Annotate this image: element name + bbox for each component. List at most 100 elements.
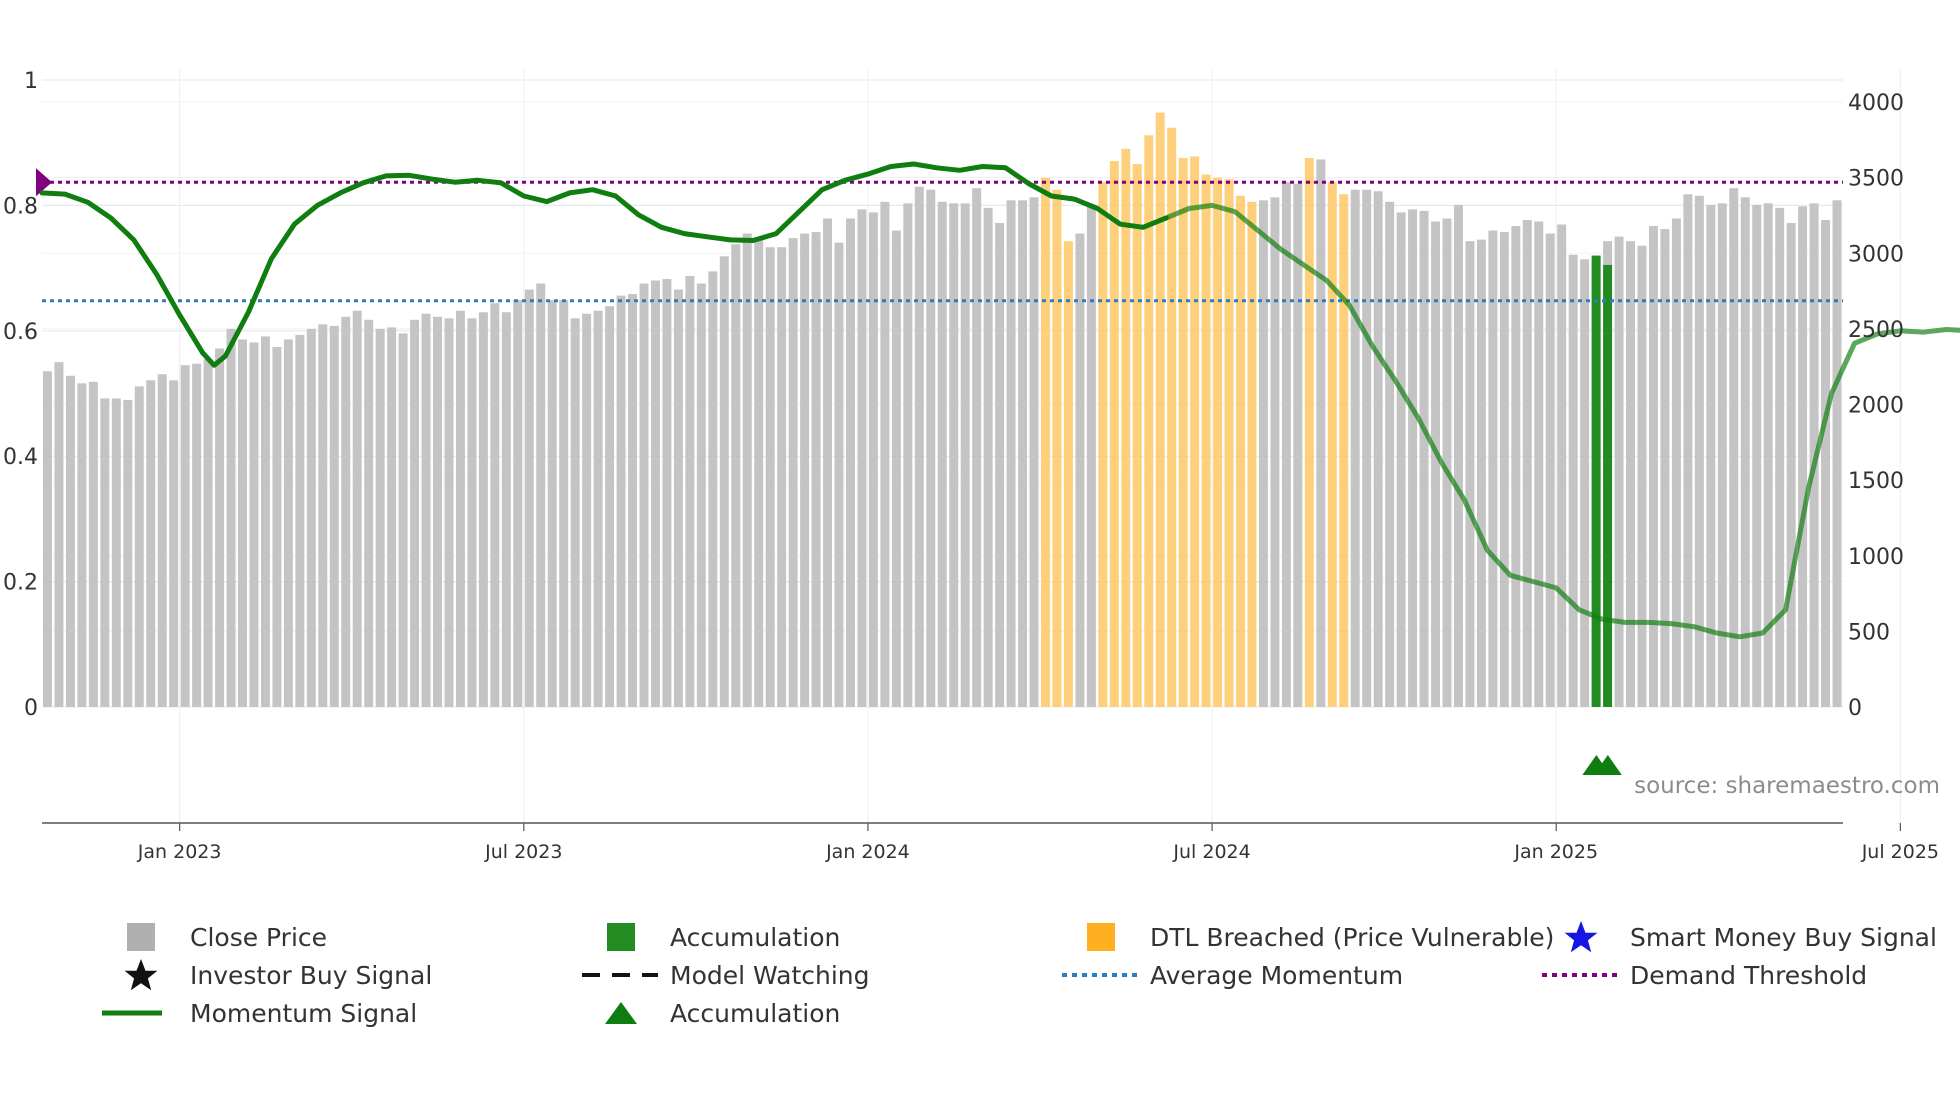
close-price-bar [1626, 241, 1636, 707]
dtl-breached-bar [1213, 177, 1223, 707]
legend-item-dtl-breached: DTL Breached (Price Vulnerable) [1060, 920, 1554, 954]
close-price-bar [639, 283, 649, 707]
close-price-bar [777, 247, 787, 707]
close-price-bar [272, 347, 282, 707]
legend: Close Price Accumulation DTL Breached (P… [0, 920, 1960, 1040]
close-price-bar [742, 233, 752, 707]
close-price-bar [1281, 182, 1291, 708]
close-price-bar [444, 318, 454, 707]
close-price-bar [364, 319, 374, 707]
close-price-bar [582, 313, 592, 707]
dtl-breached-bar [1155, 112, 1165, 707]
legend-label: DTL Breached (Price Vulnerable) [1150, 922, 1555, 952]
close-price-bar [387, 327, 397, 707]
close-price-bar [1683, 194, 1693, 707]
close-price-bar [731, 244, 741, 708]
close-price-bar [1729, 188, 1739, 707]
dtl-breached-bar [1144, 135, 1154, 707]
close-price-bar [146, 380, 156, 707]
close-price-bar [1419, 210, 1429, 707]
close-price-bar [1453, 204, 1463, 707]
close-price-bar [421, 313, 431, 707]
close-price-bar [650, 280, 660, 707]
close-price-bar [65, 375, 75, 707]
close-price-bar [1075, 233, 1085, 707]
close-price-bar [914, 186, 924, 707]
x-tick-label: Jan 2024 [825, 841, 910, 863]
source-text: source: sharemaestro.com [1634, 773, 1940, 799]
close-price-bar [1763, 203, 1773, 707]
close-price-bar [1270, 197, 1280, 707]
legend-label: Accumulation [670, 998, 841, 1028]
close-price-bar [995, 223, 1005, 707]
black-star-icon [100, 958, 180, 992]
close-price-bar [283, 339, 293, 707]
gray-square-icon [100, 920, 180, 954]
close-price-bar [949, 203, 959, 707]
close-price-bar [306, 328, 316, 707]
x-tick-label: Jul 2023 [484, 841, 562, 863]
legend-label: Smart Money Buy Signal [1630, 922, 1937, 952]
close-price-bar [754, 238, 764, 707]
close-price-bar [1821, 219, 1831, 707]
close-price-bar [593, 310, 603, 707]
chart: 0 0.2 0.4 0.6 0.8 1 0 500 1000 1500 2000 2500 3000 35… [3, 69, 1960, 863]
close-price-bar [157, 374, 167, 707]
purple-dotted-line-icon [1540, 958, 1620, 992]
close-price-bar [375, 328, 385, 707]
close-price-bar [559, 300, 569, 707]
close-price-bar [1373, 191, 1383, 708]
close-price-bar [616, 295, 626, 707]
dtl-breached-bar [1052, 189, 1062, 708]
x-tick-label: Jan 2025 [1513, 841, 1598, 863]
close-price-bar [1293, 183, 1303, 708]
close-price-bar [490, 303, 500, 707]
y-right-tick-label: 0 [1848, 696, 1862, 721]
close-price-bar [1499, 232, 1509, 707]
green-triangle-icon [580, 996, 660, 1030]
accumulation-bar [1603, 264, 1613, 707]
close-price-bars [43, 112, 1842, 708]
close-price-bar [1660, 229, 1670, 708]
close-price-bar [891, 230, 901, 707]
legend-item-demand-threshold: Demand Threshold [1540, 958, 1867, 992]
x-tick-label: Jul 2025 [1861, 841, 1939, 863]
close-price-bar [1006, 200, 1016, 707]
y-left-tick-label: 0.4 [3, 445, 38, 470]
close-price-bar [111, 398, 121, 707]
close-price-bar [513, 300, 523, 707]
close-price-bar [845, 218, 855, 707]
close-price-bar [203, 359, 213, 707]
close-price-bar [77, 383, 87, 707]
legend-label: Accumulation [670, 922, 841, 952]
legend-label: Momentum Signal [190, 998, 418, 1028]
close-price-bar [1408, 209, 1418, 707]
close-price-bar [857, 209, 867, 707]
y-right-tick-label: 3000 [1848, 242, 1904, 267]
dtl-breached-bar [1201, 174, 1211, 708]
close-price-bar [1018, 200, 1028, 707]
dtl-breached-bar [1339, 194, 1349, 707]
close-price-bar [180, 365, 190, 707]
close-price-bar [295, 334, 305, 707]
close-price-bar [1488, 230, 1498, 707]
close-price-bar [1671, 218, 1681, 707]
close-price-bar [1476, 239, 1486, 707]
close-price-bar [937, 201, 947, 707]
dtl-breached-bar [1178, 157, 1188, 707]
legend-item-close-price: Close Price [100, 920, 327, 954]
orange-square-icon [1060, 920, 1140, 954]
y-left-tick-label: 0.8 [3, 194, 38, 219]
close-price-bar [1775, 207, 1785, 707]
close-price-bar [134, 386, 144, 707]
close-price-bar [1511, 226, 1521, 707]
y-right-tick-label: 2000 [1848, 394, 1904, 419]
close-price-bar [1316, 159, 1326, 708]
dtl-breached-bar [1190, 156, 1200, 707]
close-price-bar [1545, 233, 1555, 707]
close-price-bar [1362, 189, 1372, 708]
close-price-bar [673, 289, 683, 707]
dtl-breached-bar [1327, 182, 1337, 708]
legend-item-momentum-signal: Momentum Signal [100, 996, 417, 1030]
close-price-bar [433, 316, 442, 707]
